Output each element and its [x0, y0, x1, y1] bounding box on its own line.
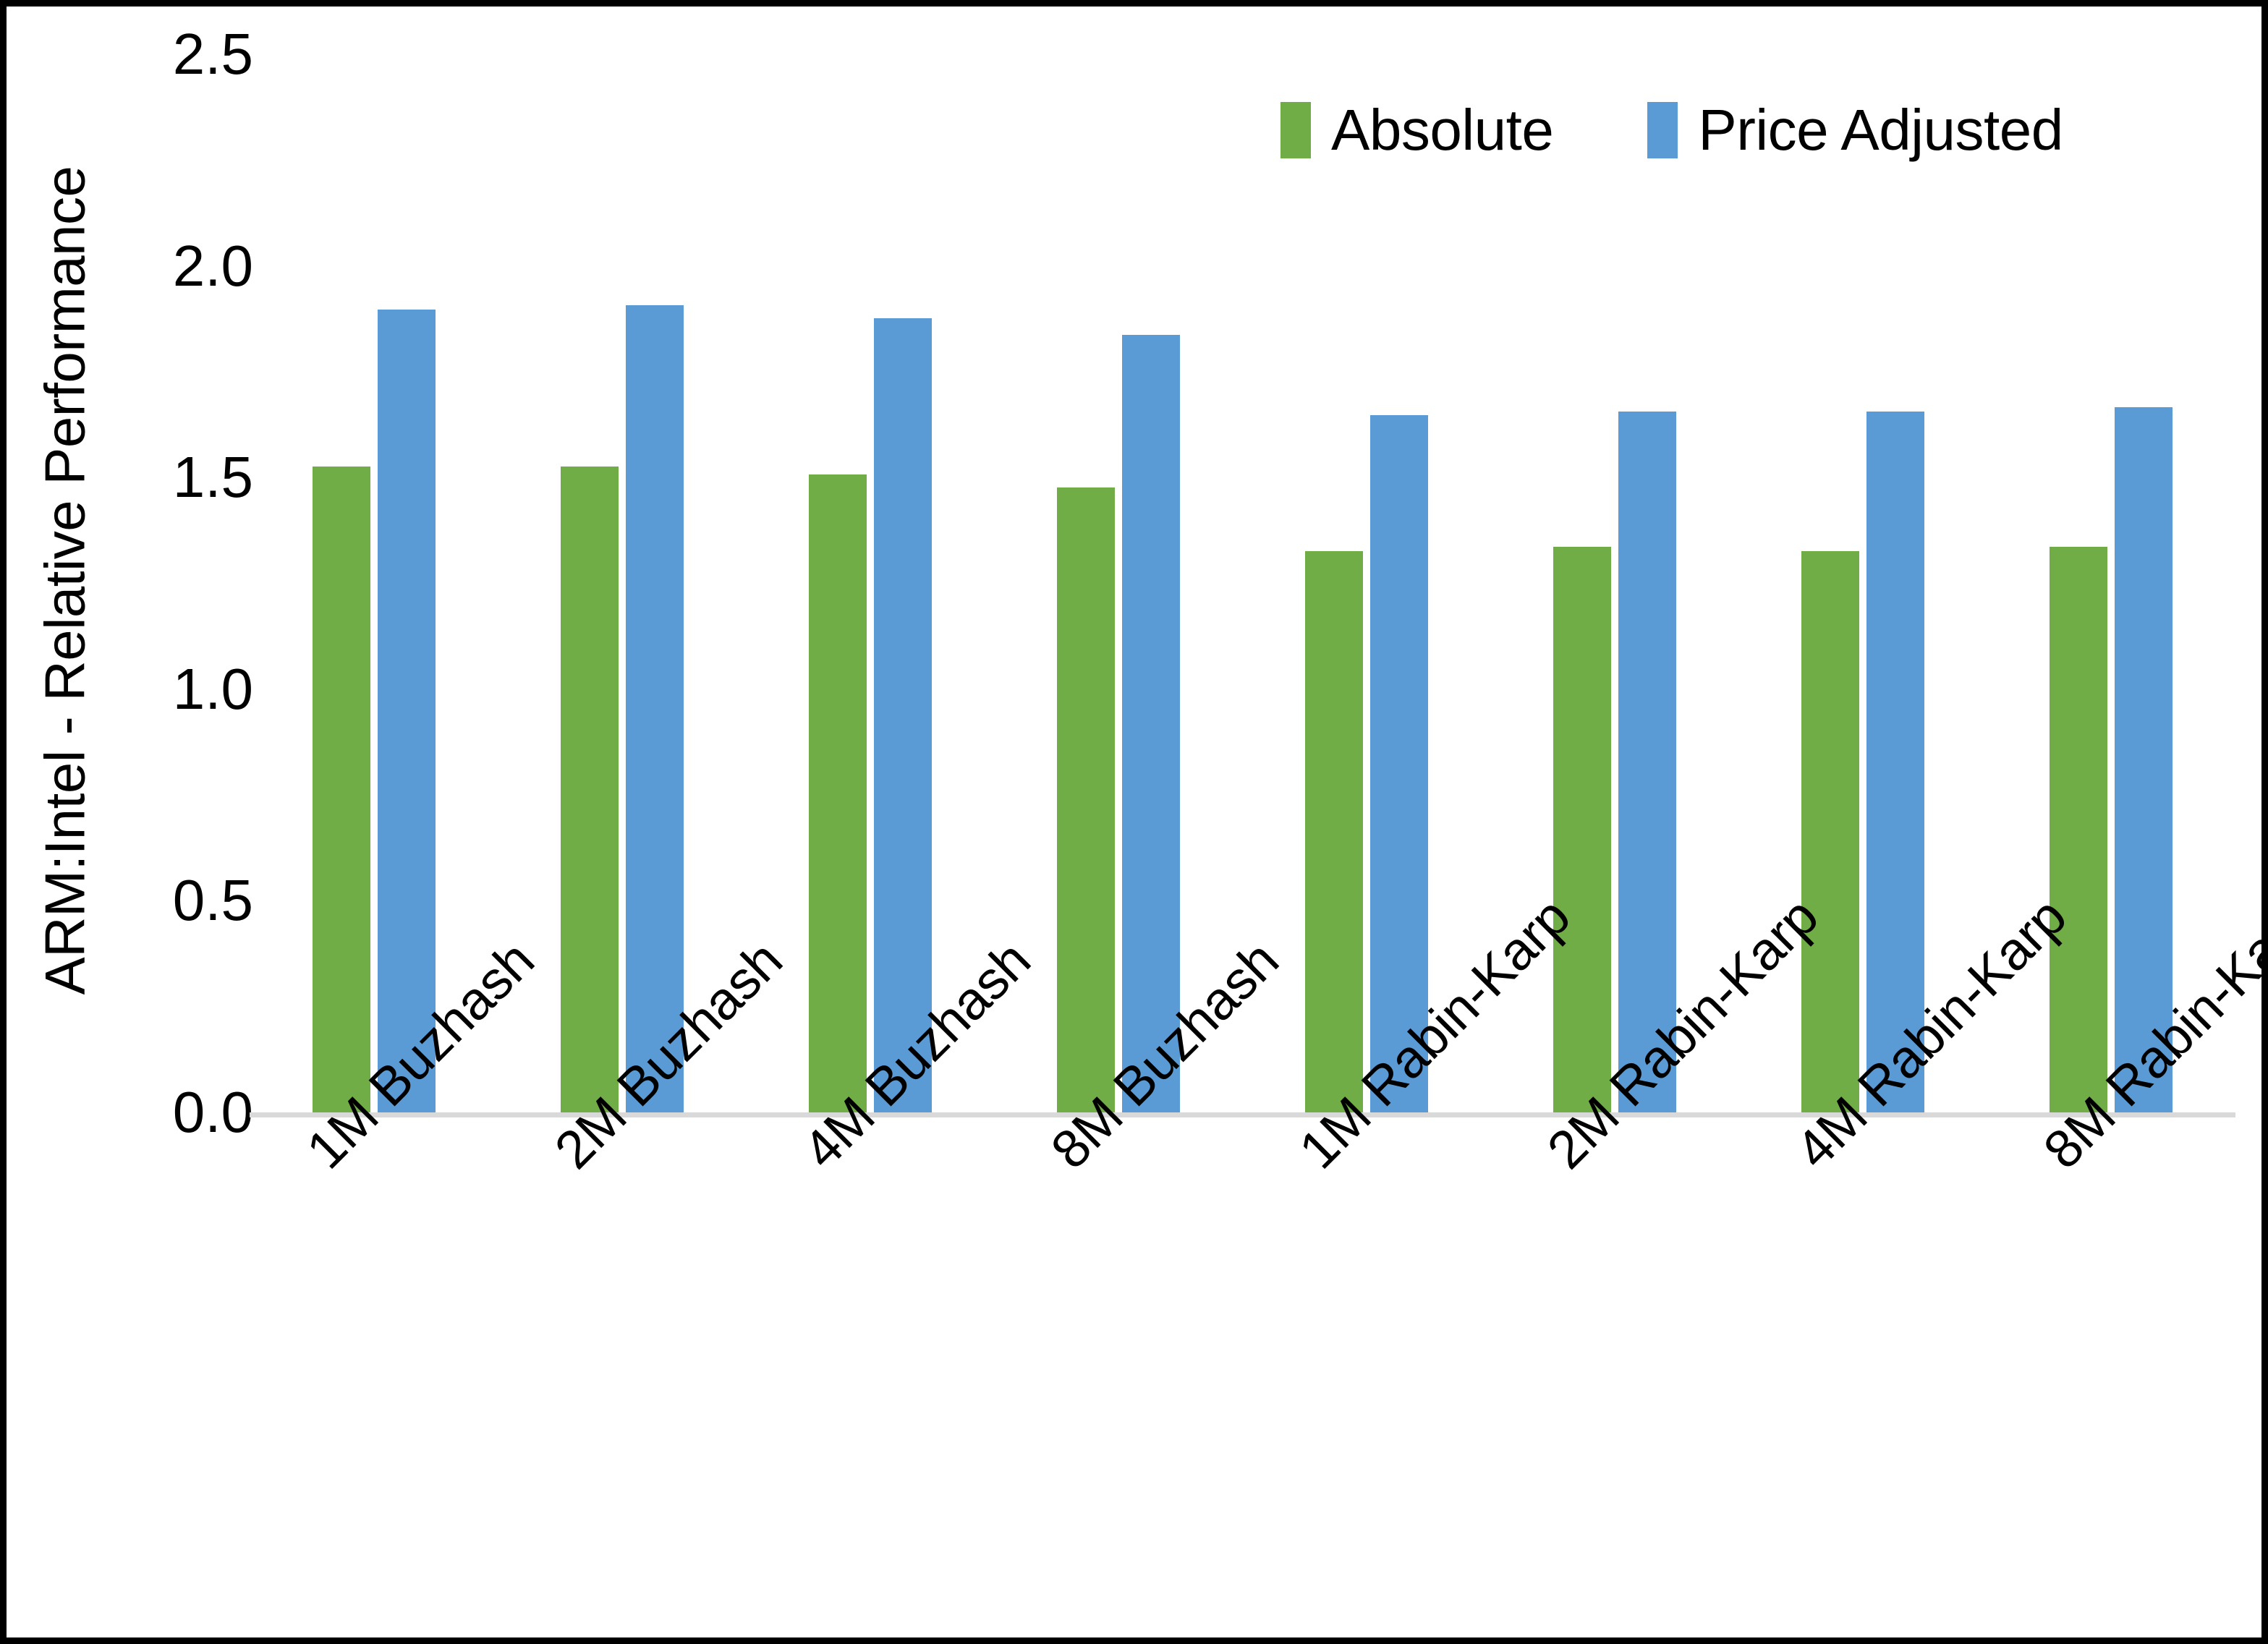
legend-item[interactable]: Absolute	[1280, 98, 1554, 162]
bar-group	[1987, 54, 2235, 1114]
bar-price-adjusted[interactable]	[2115, 406, 2173, 1114]
y-axis-tick-label: 0.0	[172, 1080, 253, 1144]
bar-absolute[interactable]	[1801, 550, 1860, 1114]
y-axis-tick-label: 0.5	[172, 868, 253, 933]
bar-price-adjusted[interactable]	[625, 305, 684, 1114]
bar-group	[250, 54, 498, 1114]
bar-group	[1739, 54, 1987, 1114]
legend-item-label: Absolute	[1331, 98, 1554, 162]
bar-absolute[interactable]	[808, 474, 867, 1114]
y-axis-title: ARM:Intel - Relative Performance	[33, 166, 97, 995]
bar-price-adjusted[interactable]	[1370, 415, 1429, 1114]
category-axis-line	[250, 1112, 2235, 1117]
bar-group	[1491, 54, 1739, 1114]
bar-group	[1243, 54, 1491, 1114]
bar-price-adjusted[interactable]	[1121, 335, 1180, 1114]
bar-absolute[interactable]	[312, 466, 370, 1114]
bar-absolute[interactable]	[1056, 487, 1115, 1114]
y-axis-tick-label: 2.0	[172, 233, 253, 298]
legend-item[interactable]: Price Adjusted	[1647, 101, 2063, 159]
bar-absolute[interactable]	[560, 466, 619, 1114]
bar-price-adjusted[interactable]	[1618, 411, 1677, 1114]
bar-group	[746, 54, 994, 1114]
bar-group	[994, 54, 1242, 1114]
blue-swatch-icon	[1647, 102, 1678, 158]
green-swatch-icon	[1280, 102, 1311, 158]
bar-price-adjusted[interactable]	[1866, 411, 1925, 1114]
bar-absolute[interactable]	[1553, 546, 1612, 1114]
bar-price-adjusted[interactable]	[377, 310, 436, 1114]
legend-item-label: Price Adjusted	[1698, 98, 2063, 162]
bar-group	[498, 54, 746, 1114]
bar-absolute[interactable]	[2050, 546, 2108, 1114]
bar-absolute[interactable]	[1305, 550, 1364, 1114]
y-axis-tick-label: 1.5	[172, 445, 253, 510]
plot-area	[250, 54, 2235, 1114]
bar-price-adjusted[interactable]	[873, 318, 932, 1114]
chart-legend: Absolute Price Adjusted	[1280, 101, 2063, 159]
y-axis-tick-label: 1.0	[172, 656, 253, 721]
y-axis-tick-label: 2.5	[172, 22, 253, 86]
